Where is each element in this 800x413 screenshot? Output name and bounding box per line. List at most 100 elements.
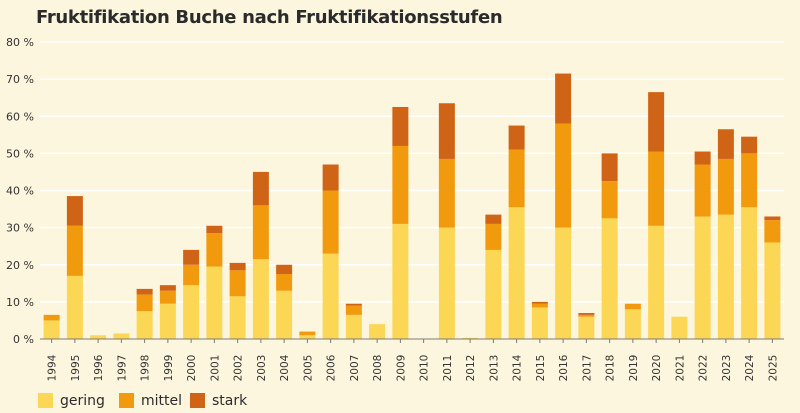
x-tick-label: 2020 xyxy=(651,355,663,382)
bar-segment-mittel xyxy=(136,294,153,312)
y-tick-label: 10 % xyxy=(6,296,34,309)
x-tick-label: 2006 xyxy=(326,354,338,381)
x-tick-label: 2005 xyxy=(302,355,314,382)
y-tick-label: 50 % xyxy=(6,147,34,160)
bar-segment-gering xyxy=(508,207,525,339)
bar-segment-mittel xyxy=(717,158,734,215)
bar-segment-mittel xyxy=(624,303,641,310)
chart-title: Fruktifikation Buche nach Fruktifikation… xyxy=(36,7,503,28)
x-tick-label: 2015 xyxy=(535,355,547,382)
bar-segment-gering xyxy=(531,307,548,339)
x-tick-label: 2016 xyxy=(558,354,570,381)
bar-segment-stark xyxy=(578,313,595,315)
bar-segment-gering xyxy=(183,285,200,339)
bar-segment-stark xyxy=(648,92,665,152)
bar-segment-gering xyxy=(555,227,572,339)
x-tick-label: 1996 xyxy=(93,354,105,381)
bar-segment-mittel xyxy=(741,153,758,208)
bar-segment-stark xyxy=(764,216,781,221)
legend-label: mittel xyxy=(141,393,182,409)
bar-segment-mittel xyxy=(764,220,781,243)
bar-segment-gering xyxy=(717,214,734,339)
legend-swatch xyxy=(119,393,134,408)
bar-segment-stark xyxy=(229,262,246,271)
bar-segment-stark xyxy=(322,164,339,191)
bar-segment-mittel xyxy=(485,223,502,250)
bar-segment-mittel xyxy=(508,149,525,208)
x-tick-label: 2007 xyxy=(349,355,361,382)
bar-segment-mittel xyxy=(601,181,618,219)
bar-segment-stark xyxy=(66,196,83,226)
bar-segment-mittel xyxy=(252,205,269,260)
x-tick-label: 2014 xyxy=(512,354,524,381)
grid-lines xyxy=(40,41,784,303)
bar-segment-mittel xyxy=(694,164,711,217)
bar-segment-mittel xyxy=(229,270,246,297)
bar-segment-gering xyxy=(66,275,83,339)
bar-segment-mittel xyxy=(345,305,362,315)
bar-segment-stark xyxy=(694,151,711,165)
x-tick-label: 2000 xyxy=(186,355,198,382)
x-tick-label: 2023 xyxy=(721,355,733,382)
bar-segment-gering xyxy=(578,316,595,339)
bar-segment-mittel xyxy=(183,264,200,286)
bar-segment-gering xyxy=(392,223,409,339)
bar-segment-stark xyxy=(438,103,455,159)
bar-segment-mittel xyxy=(648,151,665,226)
bar-segment-gering xyxy=(276,290,293,339)
bar-segment-mittel xyxy=(206,233,223,267)
legend-swatch xyxy=(190,393,205,408)
bar-segment-gering xyxy=(601,218,618,339)
bar-segment-gering xyxy=(206,266,223,339)
bar-segment-gering xyxy=(136,311,153,339)
x-tick-label: 1997 xyxy=(116,355,128,382)
x-tick-label: 1999 xyxy=(163,355,175,382)
x-tick-label: 2004 xyxy=(279,354,291,381)
bar-segment-stark xyxy=(741,136,758,154)
x-tick-label: 2024 xyxy=(744,354,756,381)
x-tick-label: 2018 xyxy=(605,355,617,382)
x-tick-label: 2012 xyxy=(465,355,477,382)
x-tick-label: 2025 xyxy=(767,355,779,382)
bar-segment-gering xyxy=(438,227,455,339)
bar-segment-mittel xyxy=(43,314,60,321)
bars xyxy=(43,73,781,339)
legend-item-mittel: mittel xyxy=(119,393,182,409)
bar-segment-mittel xyxy=(299,331,316,336)
x-tick-label: 2008 xyxy=(372,355,384,382)
y-tick-label: 60 % xyxy=(6,110,34,123)
bar-segment-mittel xyxy=(276,274,293,291)
x-tick-label: 2001 xyxy=(209,355,221,382)
bar-segment-gering xyxy=(113,333,130,339)
x-tick-label: 1998 xyxy=(140,355,152,382)
bar-segment-mittel xyxy=(578,314,595,317)
bar-segment-gering xyxy=(741,207,758,339)
bar-segment-mittel xyxy=(438,158,455,228)
bar-segment-gering xyxy=(462,337,479,339)
x-axis-ticks: 1994 1995 1996 1997 1998 1999 2000 2001 2002 2003… xyxy=(47,339,779,382)
bar-segment-stark xyxy=(555,73,572,124)
bar-segment-stark xyxy=(485,214,502,224)
bar-segment-stark xyxy=(136,288,153,295)
x-tick-label: 2010 xyxy=(419,355,431,382)
bar-segment-gering xyxy=(322,253,339,339)
x-tick-label: 2009 xyxy=(395,355,407,382)
bar-segment-stark xyxy=(159,285,176,291)
bar-segment-gering xyxy=(159,303,176,339)
y-tick-label: 20 % xyxy=(6,259,34,272)
bar-segment-mittel xyxy=(555,123,572,228)
bar-segment-stark xyxy=(183,249,200,265)
bar-segment-stark xyxy=(601,153,618,182)
x-tick-label: 2003 xyxy=(256,355,268,382)
bar-segment-gering xyxy=(624,309,641,339)
bar-segment-gering xyxy=(648,225,665,339)
legend-item-stark: stark xyxy=(190,393,248,409)
bar-segment-stark xyxy=(276,264,293,275)
legend-label: gering xyxy=(60,393,105,409)
bar-segment-mittel xyxy=(531,303,548,308)
bar-segment-gering xyxy=(252,259,269,339)
bar-segment-stark xyxy=(717,129,734,159)
y-axis-ticks: 0 % 10 % 20 % 30 % 40 % 50 % 60 % 70 % 80 % xyxy=(6,36,34,346)
bar-segment-mittel xyxy=(392,145,409,224)
